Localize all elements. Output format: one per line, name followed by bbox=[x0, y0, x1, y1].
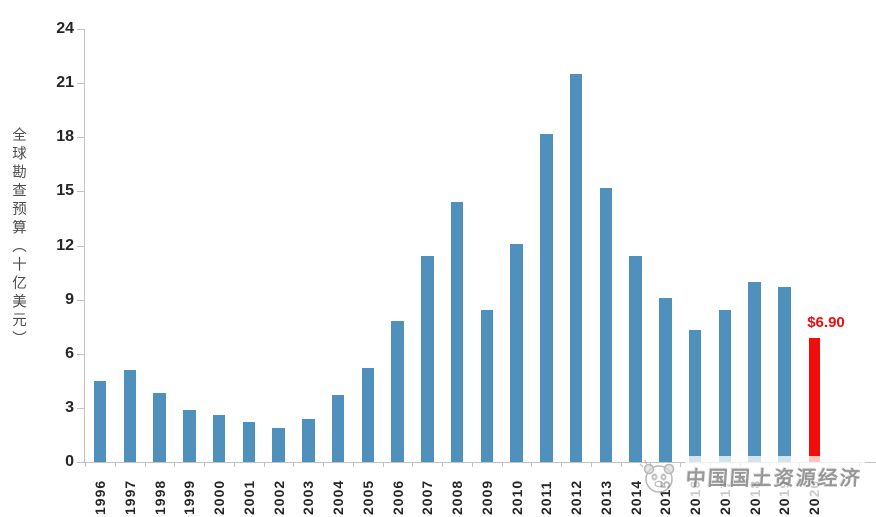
bar-2014 bbox=[629, 256, 642, 462]
x-axis-tick bbox=[442, 463, 444, 467]
bar-2017 bbox=[718, 310, 731, 462]
x-axis-tick bbox=[85, 463, 87, 467]
y-tick-label: 12 bbox=[56, 236, 74, 254]
x-axis-tick bbox=[174, 463, 176, 467]
x-tick-label: 1999 bbox=[181, 479, 198, 515]
bar-2001 bbox=[242, 422, 255, 462]
bar-2010 bbox=[510, 243, 523, 462]
bar-2004 bbox=[331, 395, 345, 462]
x-tick-label: 2013 bbox=[597, 479, 614, 515]
bar-2013 bbox=[599, 187, 612, 462]
y-axis-tick bbox=[77, 191, 84, 193]
x-tick-label: 2009 bbox=[478, 479, 495, 515]
bar-2019 bbox=[778, 286, 791, 462]
x-tick-label: 2012 bbox=[568, 479, 584, 515]
x-axis-tick bbox=[293, 463, 295, 467]
x-axis-tick bbox=[263, 463, 265, 467]
bar-2007 bbox=[421, 256, 434, 462]
x-axis-tick bbox=[471, 463, 473, 467]
x-axis-tick bbox=[531, 463, 533, 467]
x-tick-label: 2010 bbox=[508, 479, 525, 515]
x-tick-label: 2004 bbox=[330, 479, 346, 515]
bar-2006 bbox=[391, 321, 404, 462]
x-axis-tick bbox=[144, 463, 146, 467]
bar-2011 bbox=[540, 133, 553, 462]
x-axis-tick bbox=[501, 463, 503, 467]
x-axis-tick bbox=[114, 463, 116, 467]
bar-1999 bbox=[183, 409, 196, 462]
x-axis-line bbox=[84, 462, 876, 463]
y-axis-tick bbox=[77, 245, 84, 247]
watermark: 中国国土资源经济 bbox=[636, 453, 876, 499]
x-tick-label: 2006 bbox=[389, 479, 406, 515]
bar-2018 bbox=[748, 281, 761, 462]
y-tick-label: 9 bbox=[65, 290, 74, 308]
watermark-text: 中国国土资源经济 bbox=[682, 455, 866, 497]
y-axis-title: 全球勘查预算（十亿美元） bbox=[10, 127, 26, 349]
y-tick-label: 24 bbox=[56, 20, 74, 37]
bar-2008 bbox=[450, 202, 464, 462]
bar-1998 bbox=[153, 393, 166, 462]
bar-1996 bbox=[93, 380, 107, 462]
x-tick-label: 2000 bbox=[211, 479, 227, 515]
x-axis-tick bbox=[412, 463, 414, 467]
x-axis-tick bbox=[204, 463, 206, 467]
x-axis-tick bbox=[561, 463, 563, 467]
y-tick-label: 6 bbox=[65, 344, 74, 362]
x-axis-tick bbox=[590, 463, 592, 467]
panda-face-logo bbox=[639, 459, 675, 493]
x-axis-tick bbox=[680, 463, 682, 467]
x-tick-label: 2007 bbox=[419, 479, 436, 515]
x-tick-label: 1996 bbox=[92, 479, 108, 515]
highlight-value-label: $6.90 bbox=[807, 313, 845, 331]
x-tick-label: 2011 bbox=[538, 480, 555, 515]
x-axis-tick bbox=[382, 463, 384, 467]
y-axis-tick bbox=[77, 299, 84, 301]
x-axis-tick bbox=[233, 463, 235, 467]
bar-2015 bbox=[659, 297, 672, 462]
y-axis-tick bbox=[77, 353, 84, 355]
bar-1997 bbox=[123, 369, 136, 462]
y-tick-label: 21 bbox=[56, 74, 74, 92]
y-axis-tick bbox=[77, 137, 84, 139]
y-tick-label: 0 bbox=[65, 453, 74, 470]
x-tick-label: 2005 bbox=[359, 479, 376, 515]
x-tick-label: 2002 bbox=[270, 479, 287, 515]
y-tick-label: 15 bbox=[56, 182, 74, 200]
x-axis-tick bbox=[352, 463, 354, 467]
x-axis-tick bbox=[323, 463, 325, 467]
x-tick-label: 1997 bbox=[121, 479, 138, 515]
bar-2003 bbox=[302, 418, 315, 462]
bar-2016 bbox=[688, 330, 702, 462]
x-tick-label: 1998 bbox=[151, 479, 168, 515]
y-tick-label: 3 bbox=[65, 398, 74, 416]
x-tick-label: 2001 bbox=[240, 479, 257, 515]
bar-2012 bbox=[569, 74, 583, 462]
bar-2009 bbox=[480, 310, 493, 462]
bar-2002 bbox=[272, 427, 285, 462]
x-tick-label: 2003 bbox=[300, 479, 317, 515]
x-axis-tick bbox=[620, 463, 622, 467]
bar-2000 bbox=[212, 415, 226, 462]
y-tick-label: 18 bbox=[56, 128, 74, 146]
y-axis-tick bbox=[77, 83, 84, 85]
bar-highlight-2020 bbox=[808, 337, 820, 462]
x-tick-label: 2008 bbox=[449, 479, 465, 515]
y-axis-tick bbox=[77, 407, 84, 409]
y-axis-tick bbox=[77, 462, 84, 463]
y-axis-line bbox=[84, 29, 85, 462]
bar-2005 bbox=[361, 368, 374, 462]
y-axis-tick bbox=[77, 29, 84, 30]
